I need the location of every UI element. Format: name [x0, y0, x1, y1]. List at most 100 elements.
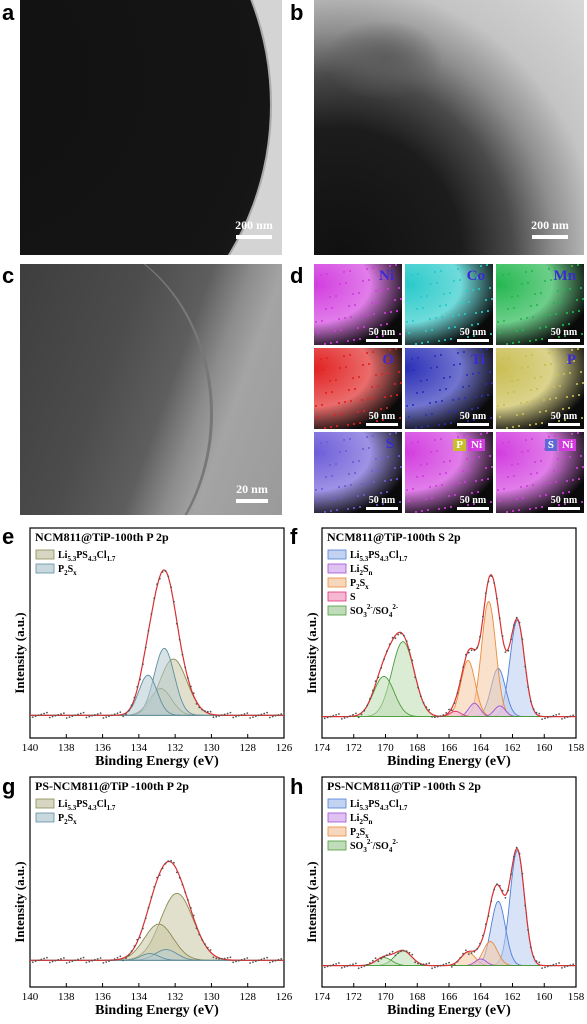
raw-data-point: [232, 961, 235, 964]
raw-data-point: [130, 704, 133, 707]
raw-data-point: [513, 624, 515, 627]
raw-data-point: [249, 962, 252, 964]
raw-data-point: [371, 689, 374, 692]
raw-data-point: [204, 710, 206, 712]
x-tick-label: 166: [441, 991, 458, 1003]
raw-data-point: [133, 696, 136, 699]
raw-data-point: [74, 959, 77, 962]
raw-data-point: [467, 651, 470, 654]
raw-data-point: [541, 967, 543, 969]
eds-scale-bar: 50 nm: [548, 411, 580, 426]
raw-data-point: [326, 965, 329, 968]
raw-data-point: [482, 615, 484, 618]
raw-data-point: [192, 692, 195, 694]
legend-swatch: [327, 563, 347, 574]
raw-data-point: [419, 695, 422, 698]
raw-data-point: [369, 962, 371, 964]
raw-data-point: [48, 961, 51, 964]
component-peak: [322, 850, 576, 967]
legend-swatch: [35, 812, 55, 823]
x-tick-label: 174: [314, 991, 331, 1003]
raw-data-point: [68, 716, 71, 718]
x-tick-label: 126: [276, 742, 293, 754]
raw-data-point: [366, 704, 369, 707]
raw-data-point: [332, 714, 335, 717]
fit-envelope: [322, 847, 576, 967]
raw-data-point: [459, 679, 462, 682]
raw-data-point: [363, 709, 366, 712]
raw-data-point: [206, 710, 209, 713]
raw-data-point: [223, 957, 226, 960]
raw-data-point: [323, 966, 326, 969]
tem-image-b: 200 nm: [314, 0, 584, 255]
raw-data-point: [572, 714, 575, 717]
legend-text: Li5.3PS4.3Cl1.7: [350, 550, 408, 563]
x-tick-label: 136: [94, 991, 111, 1003]
raw-data-point: [388, 643, 391, 645]
raw-data-point: [79, 957, 82, 960]
legend-swatch: [327, 798, 347, 809]
raw-data-point: [425, 963, 428, 965]
eds-map-p: P 50 nm: [496, 348, 584, 429]
raw-data-point: [417, 962, 419, 965]
component-peak: [322, 601, 576, 718]
raw-data-point: [54, 959, 57, 962]
raw-data-point: [48, 716, 51, 719]
raw-data-point: [490, 900, 493, 903]
legend-text: Li2Sn: [350, 564, 373, 577]
raw-data-point: [57, 958, 60, 961]
scale-label-b: 200 nm: [531, 218, 569, 232]
raw-data-point: [321, 718, 323, 721]
raw-data-point: [465, 653, 467, 656]
raw-data-point: [164, 862, 167, 865]
x-tick-label: 170: [377, 742, 394, 754]
raw-data-point: [130, 950, 133, 953]
raw-data-point: [459, 956, 462, 959]
raw-data-point: [400, 950, 402, 953]
raw-data-point: [397, 633, 400, 636]
eds-map-ni: Ni 50 nm: [314, 264, 402, 345]
raw-data-point: [184, 891, 187, 893]
raw-data-point: [558, 713, 560, 715]
legend-swatch: [35, 563, 55, 574]
raw-data-point: [125, 957, 127, 959]
raw-data-point: [51, 960, 54, 963]
raw-data-point: [119, 955, 122, 958]
legend-text: SO32-/SO42-: [350, 838, 399, 854]
raw-data-point: [498, 617, 501, 620]
legend-text: SO32-/SO42-: [350, 603, 399, 619]
chart-e: 140 138 136 134 132 130 128 126 Binding Energy (…: [12, 527, 293, 769]
raw-data-point: [496, 597, 498, 600]
panel-label-a: a: [2, 0, 15, 25]
raw-data-point: [566, 965, 569, 967]
raw-data-point: [187, 899, 189, 901]
raw-data-point: [221, 957, 223, 960]
raw-data-point: [575, 713, 577, 716]
raw-data-point: [366, 963, 369, 966]
raw-data-point: [144, 646, 147, 649]
raw-data-point: [31, 716, 34, 718]
raw-data-point: [260, 958, 263, 961]
eds-map-ti: Ti 50 nm: [405, 348, 493, 429]
x-tick-label: 162: [504, 991, 521, 1003]
raw-data-point: [572, 963, 575, 966]
raw-data-point: [501, 889, 504, 892]
raw-data-point: [280, 958, 283, 960]
raw-data-point: [249, 717, 252, 719]
raw-data-point: [127, 954, 130, 956]
raw-data-point: [195, 703, 198, 705]
raw-data-point: [394, 637, 397, 640]
raw-data-point: [209, 949, 212, 951]
raw-data-point: [569, 715, 572, 718]
raw-data-point: [380, 957, 383, 960]
raw-data-point: [338, 713, 340, 715]
raw-data-point: [221, 714, 223, 717]
legend-text: P2Sx: [58, 564, 77, 577]
y-axis-label: Intensity (a.u.): [304, 861, 319, 942]
raw-data-point: [181, 653, 184, 656]
raw-data-point: [335, 963, 337, 965]
raw-data-point: [29, 962, 31, 964]
raw-data-point: [544, 717, 546, 720]
eds-scale-bar: 50 nm: [457, 327, 489, 342]
raw-data-point: [346, 965, 349, 967]
